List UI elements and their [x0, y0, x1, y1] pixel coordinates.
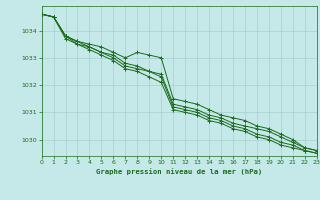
X-axis label: Graphe pression niveau de la mer (hPa): Graphe pression niveau de la mer (hPa): [96, 168, 262, 175]
